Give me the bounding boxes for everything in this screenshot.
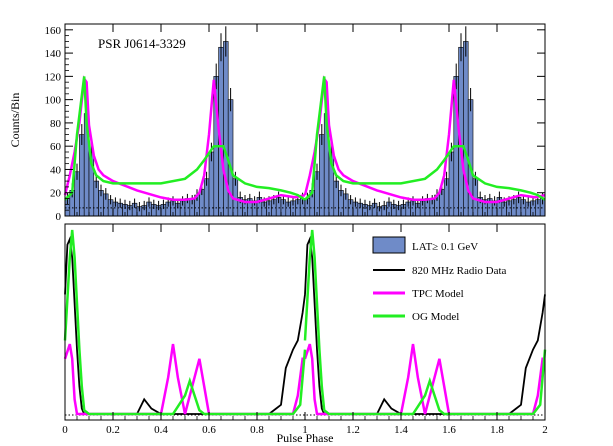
legend-og-label: OG Model <box>412 311 459 323</box>
lat-histogram-bar <box>79 134 85 217</box>
legend-tpc-label: TPC Model <box>412 288 464 300</box>
legend-lat-swatch <box>372 236 406 254</box>
lat-histogram-bar <box>208 151 215 217</box>
x-tick-label: 0.8 <box>250 424 264 436</box>
x-tick-label: 1 <box>302 424 308 436</box>
legend-radio-label: 820 MHz Radio Data <box>412 265 507 277</box>
lat-histogram-bar <box>319 134 325 217</box>
top-y-tick-label: 0 <box>56 211 62 223</box>
legend-lat-label: LAT≥ 0.1 GeV <box>412 241 478 253</box>
top-y-tick-label: 80 <box>50 118 62 130</box>
x-tick-label: 1.4 <box>394 424 408 436</box>
top-y-tick-label: 140 <box>45 48 62 60</box>
top-y-axis-label: Counts/Bin <box>8 93 22 148</box>
lat-histogram-bar <box>448 151 455 217</box>
x-tick-label: 0 <box>62 424 68 436</box>
x-tick-label: 1.2 <box>346 424 360 436</box>
top-y-tick-label: 160 <box>45 25 62 37</box>
og-profile-curve <box>63 229 307 416</box>
radio-profile-curve <box>64 235 306 415</box>
pulsar-name-label: PSR J0614-3329 <box>98 36 186 51</box>
og-model-curve-top <box>304 76 546 201</box>
x-tick-label: 1.6 <box>442 424 456 436</box>
top-y-tick-label: 120 <box>45 71 62 83</box>
legend: LAT≥ 0.1 GeV 820 MHz Radio Data TPC Model O… <box>372 236 507 323</box>
radio-profile-curve <box>304 235 546 415</box>
tpc-model-curve-top <box>303 75 546 204</box>
x-tick-label: 1.8 <box>490 424 504 436</box>
top-y-tick-label: 100 <box>45 95 62 107</box>
tpc-model-curve-top <box>63 75 306 204</box>
og-profile-curve <box>303 229 547 416</box>
top-y-tick-label: 60 <box>50 141 62 153</box>
x-tick-label: 2 <box>542 424 548 436</box>
top-y-tick-label: 40 <box>50 164 62 176</box>
og-model-curve-top <box>64 76 306 201</box>
x-tick-label: 0.2 <box>106 424 120 436</box>
top-y-tick-label: 20 <box>50 188 62 200</box>
x-tick-label: 0.4 <box>154 424 168 436</box>
gamma-ray-panel: 0 20 40 60 80 100 120 140 160 PSR J0614-3329 Cou… <box>8 23 546 223</box>
model-comparison-panel: 0 0.2 0.4 0.6 0.8 1 1.2 1.4 1.6 1.8 2 LAT≥ 0.1 GeV… <box>62 223 548 445</box>
x-tick-label: 0.6 <box>202 424 216 436</box>
x-axis-label: Pulse Phase <box>277 431 334 445</box>
